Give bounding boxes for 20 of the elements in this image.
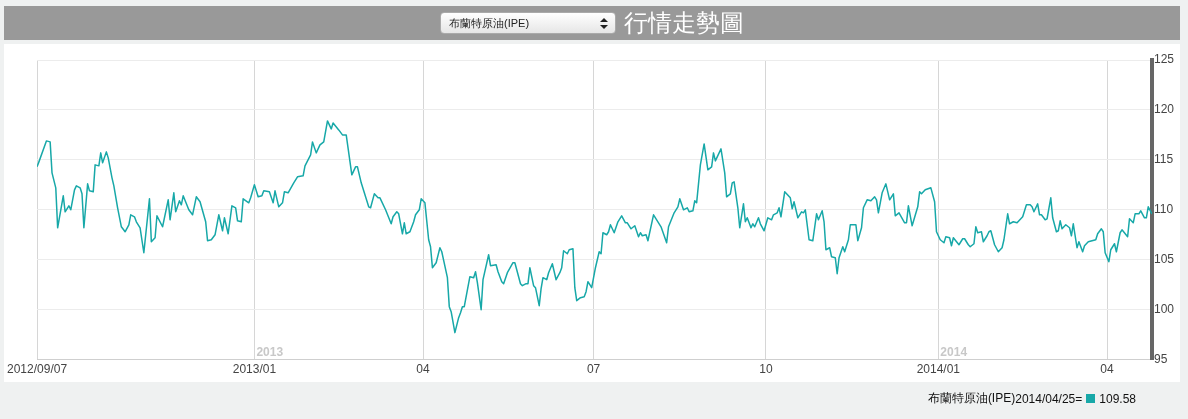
text: 布蘭特原油(IPE) [927, 390, 1016, 407]
y-tick-label: 115 [1153, 152, 1174, 167]
x-tick-label: 10 [759, 362, 773, 377]
text: 2014/04/25= [1015, 391, 1083, 406]
chart-subtitle: 布蘭特原油(IPE) [449, 15, 530, 31]
y-tick-label: 120 [1153, 102, 1175, 117]
x-tick-label: 07 [586, 362, 601, 377]
chart-title: 行情走勢圖 [624, 8, 744, 39]
y-tick-label: 110 [1153, 202, 1174, 217]
y-tick-label: 100 [1153, 301, 1175, 316]
x-tick-label: 2012/09/07 [7, 362, 68, 377]
y-tick-label: 105 [1153, 252, 1175, 267]
y-tick-label: 95 [1153, 351, 1168, 366]
x-tick-label: 2014/01 [916, 362, 961, 377]
y-tick-label: 125 [1153, 52, 1175, 67]
x-tick-label: 2013/01 [232, 362, 277, 377]
select-field: 布蘭特原油(IPE) [440, 12, 616, 34]
x-tick-label: 04 [416, 362, 431, 377]
x-tick-label: 04 [1100, 362, 1114, 377]
text: 109.58 [1099, 391, 1136, 406]
